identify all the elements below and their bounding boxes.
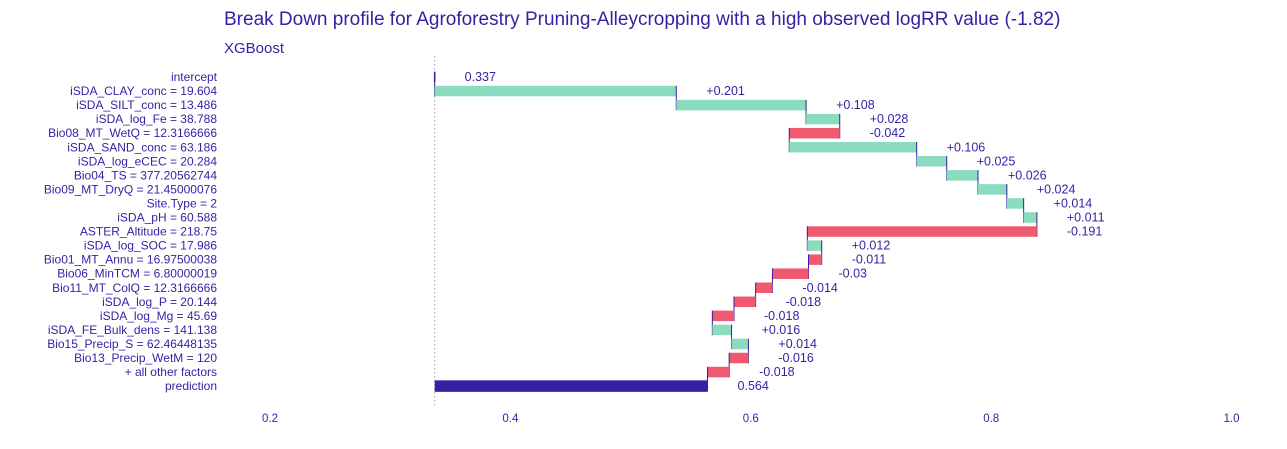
contribution-bar bbox=[1023, 212, 1037, 223]
value-label: 0.564 bbox=[738, 379, 769, 393]
contribution-bar bbox=[731, 338, 749, 350]
row-label: iSDA_log_Fe = 38.788 bbox=[96, 112, 217, 126]
value-label: -0.018 bbox=[786, 295, 821, 309]
contribution-bar bbox=[789, 142, 917, 153]
row-label: Bio06_MinTCM = 6.80000019 bbox=[57, 267, 217, 281]
value-label: -0.016 bbox=[778, 351, 813, 365]
contribution-bar bbox=[712, 310, 734, 322]
value-label: -0.018 bbox=[759, 365, 794, 379]
value-label: +0.014 bbox=[778, 337, 817, 351]
row-label: Bio13_Precip_WetM = 120 bbox=[74, 351, 217, 365]
x-tick-label: 0.8 bbox=[983, 413, 999, 425]
row-label: Bio09_MT_DryQ = 21.45000076 bbox=[44, 182, 217, 196]
row-label: iSDA_log_eCEC = 20.284 bbox=[78, 154, 217, 168]
row-label: iSDA_FE_Bulk_dens = 141.138 bbox=[48, 323, 217, 337]
chart-title: Break Down profile for Agroforestry Prun… bbox=[224, 9, 1060, 30]
plot-area: intercept 0.337 iSDA_CLAY_conc = 19.604 +0.… bbox=[44, 56, 1105, 405]
x-tick-label: 0.2 bbox=[262, 413, 278, 425]
row-label: Site.Type = 2 bbox=[147, 196, 218, 210]
value-label: +0.106 bbox=[947, 140, 986, 154]
contribution-bar bbox=[676, 99, 807, 111]
chart-subtitle: XGBoost bbox=[224, 40, 285, 57]
row-label: iSDA_SILT_conc = 13.486 bbox=[76, 98, 217, 112]
row-label: Bio15_Precip_S = 62.46448135 bbox=[47, 337, 217, 351]
contribution-bar bbox=[916, 156, 947, 167]
value-label: -0.042 bbox=[870, 126, 905, 140]
value-label: -0.014 bbox=[802, 281, 837, 295]
value-label: +0.012 bbox=[852, 239, 891, 253]
value-label: +0.024 bbox=[1037, 182, 1076, 196]
row-label: iSDA_CLAY_conc = 19.604 bbox=[70, 84, 217, 98]
value-label: +0.028 bbox=[870, 112, 909, 126]
value-label: 0.337 bbox=[465, 70, 496, 84]
contribution-bar bbox=[808, 254, 822, 265]
value-label: +0.011 bbox=[1067, 211, 1105, 225]
row-label: prediction bbox=[165, 379, 217, 393]
row-label: iSDA_log_SOC = 17.986 bbox=[84, 239, 217, 253]
x-tick-label: 0.6 bbox=[743, 413, 759, 425]
value-label: +0.201 bbox=[706, 84, 745, 98]
value-label: +0.014 bbox=[1054, 196, 1093, 210]
value-label: -0.03 bbox=[838, 267, 867, 281]
value-label: -0.018 bbox=[764, 309, 799, 323]
contribution-bar bbox=[434, 85, 677, 97]
x-tick-label: 0.4 bbox=[502, 413, 519, 425]
row-label: iSDA_pH = 60.588 bbox=[117, 211, 217, 225]
row-label: ASTER_Altitude = 218.75 bbox=[80, 225, 217, 239]
x-tick-label: 1.0 bbox=[1224, 413, 1240, 425]
value-label: +0.026 bbox=[1008, 168, 1047, 182]
value-label: +0.016 bbox=[762, 323, 801, 337]
value-label: +0.025 bbox=[977, 154, 1016, 168]
contribution-bar bbox=[1006, 198, 1024, 209]
contribution-bar bbox=[807, 240, 822, 251]
contribution-bar bbox=[733, 296, 756, 308]
prediction-bar bbox=[434, 380, 708, 392]
contribution-bar bbox=[707, 366, 730, 378]
row-label: iSDA_SAND_conc = 63.186 bbox=[67, 140, 217, 154]
value-label: -0.191 bbox=[1067, 225, 1102, 239]
value-label: +0.108 bbox=[836, 98, 875, 112]
x-axis: 0.2 0.4 0.6 0.8 1.0 bbox=[262, 413, 1240, 425]
contribution-bar bbox=[977, 184, 1007, 195]
contribution-bar bbox=[712, 324, 732, 336]
row-label: Bio08_MT_WetQ = 12.3166666 bbox=[48, 126, 217, 140]
contribution-bar bbox=[789, 127, 840, 139]
contribution-bar bbox=[772, 268, 809, 279]
row-label: intercept bbox=[171, 70, 218, 84]
row-label: iSDA_log_Mg = 45.69 bbox=[100, 309, 217, 323]
row-label: iSDA_log_P = 20.144 bbox=[102, 295, 217, 309]
contribution-bar bbox=[755, 282, 773, 293]
row-label: Bio04_TS = 377.20562744 bbox=[74, 168, 217, 182]
contribution-bar bbox=[729, 352, 749, 364]
contribution-bar bbox=[807, 226, 1037, 237]
row-label: Bio01_MT_Annu = 16.97500038 bbox=[44, 253, 217, 267]
contribution-bar bbox=[946, 170, 978, 181]
row-label: Bio11_MT_ColQ = 12.3166666 bbox=[52, 281, 217, 295]
value-label: -0.011 bbox=[852, 253, 887, 267]
row-label: + all other factors bbox=[125, 365, 217, 379]
contribution-bar bbox=[806, 113, 840, 125]
